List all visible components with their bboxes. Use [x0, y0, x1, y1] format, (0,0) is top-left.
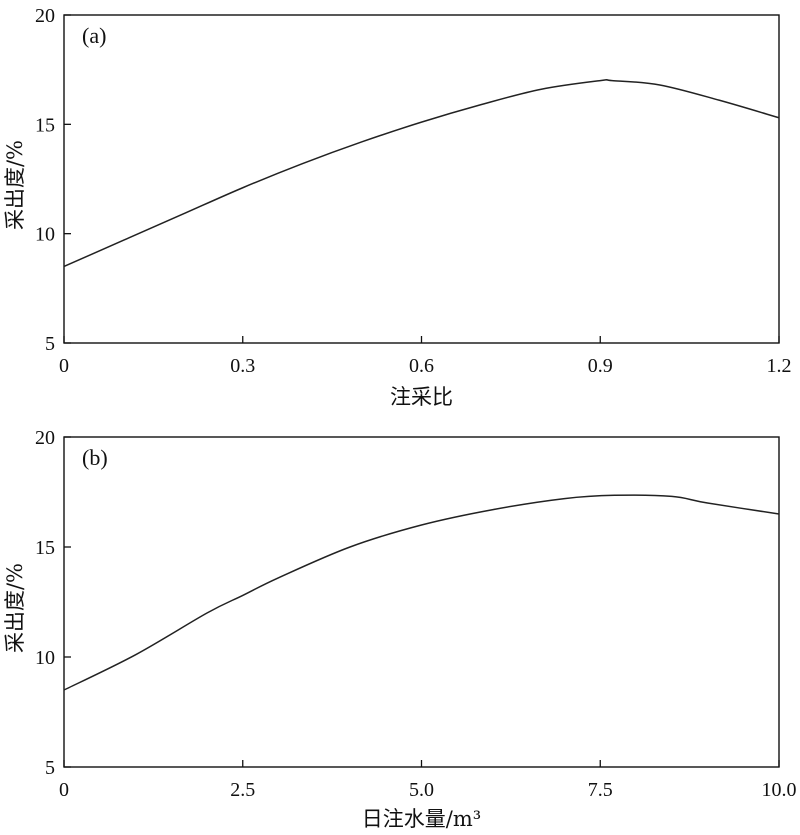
y-tick-label: 20 [35, 5, 55, 27]
x-tick-label: 5.0 [409, 779, 434, 801]
plot-frame [63, 14, 780, 344]
y-axis-title: 采出度/% [3, 563, 27, 653]
x-axis-title: 注采比 [390, 385, 453, 409]
y-tick-label: 10 [35, 224, 55, 246]
x-tick-label: 10.0 [762, 779, 797, 801]
y-axis-title: 采出度/% [3, 140, 27, 230]
series-line [63, 79, 780, 268]
x-tick-label: 0 [59, 355, 69, 377]
x-tick-label: 0.9 [588, 355, 613, 377]
panel-label: (b) [82, 445, 108, 470]
x-tick-label: 7.5 [588, 779, 613, 801]
y-tick-label: 10 [35, 647, 55, 669]
series-line [63, 494, 780, 691]
chart-panel-a: 0 0.3 0.6 0.9 1.2 5 10 15 20 注采比 采出度/% (a) [3, 5, 792, 409]
y-tick-label: 5 [45, 333, 55, 355]
y-tick-label: 15 [35, 537, 55, 559]
x-tick-label: 2.5 [230, 779, 255, 801]
y-tick-label: 5 [45, 757, 55, 779]
y-tick-label: 15 [35, 114, 55, 136]
y-tick-label: 20 [35, 427, 55, 449]
panel-label: (a) [82, 23, 106, 48]
x-tick-label: 0.6 [409, 355, 434, 377]
chart-panel-b: 0 2.5 5.0 7.5 10.0 5 10 15 20 日注水量/m³ 采出度/% (b) [3, 427, 797, 831]
x-axis-title: 日注水量/m³ [362, 807, 481, 831]
x-tick-label: 0.3 [230, 355, 255, 377]
x-tick-label: 1.2 [767, 355, 792, 377]
x-tick-label: 0 [59, 779, 69, 801]
plot-frame [63, 436, 780, 768]
